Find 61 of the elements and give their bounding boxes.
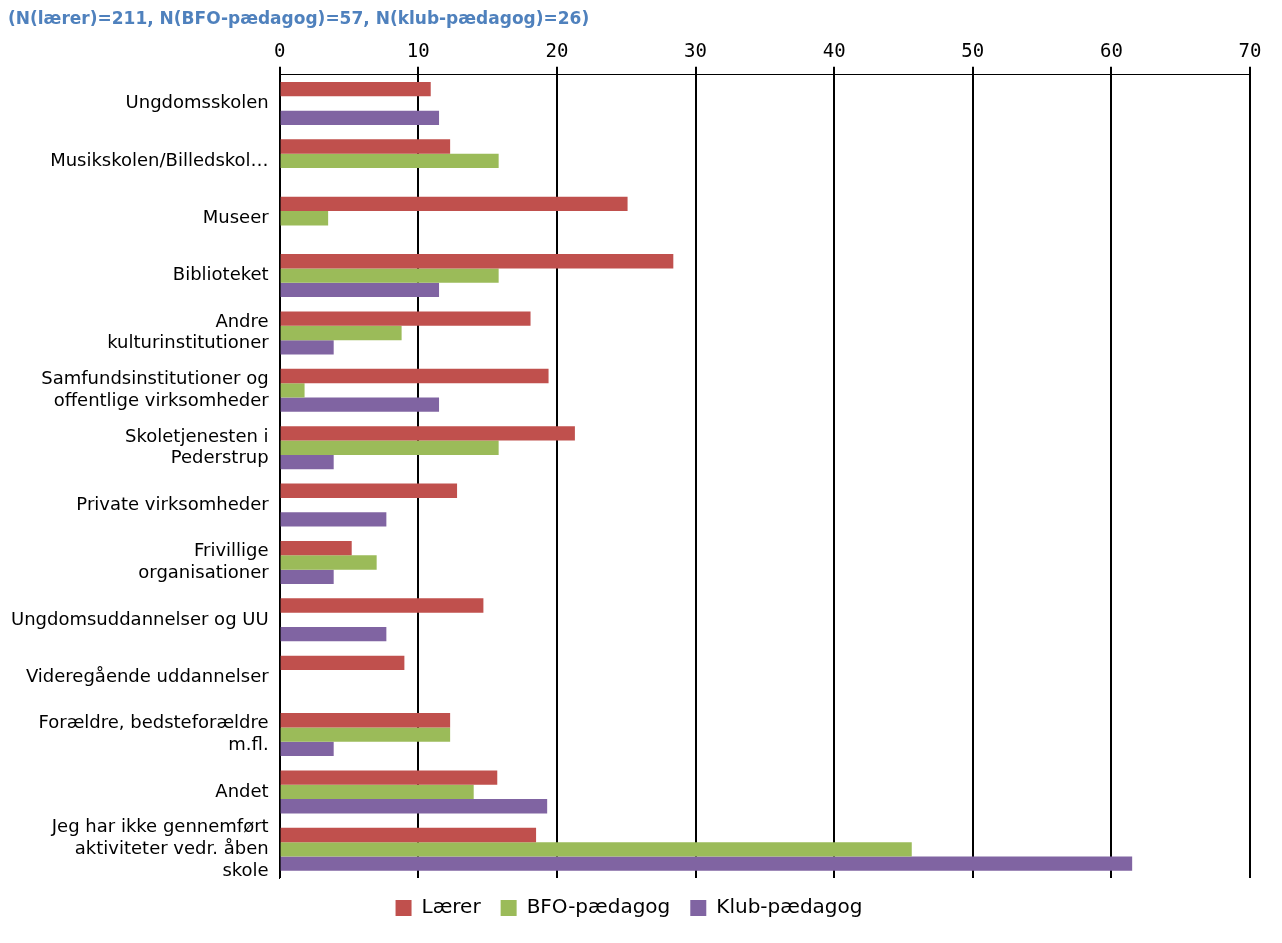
legend-label: BFO-pædagog (526, 894, 671, 919)
bar (280, 196, 628, 212)
bar (280, 383, 305, 398)
bar (280, 555, 377, 570)
bar (280, 741, 334, 757)
x-tick-label: 0 (273, 39, 286, 62)
y-tick-label: Ungdomsuddannelser og UU (11, 607, 269, 629)
bar (280, 282, 440, 298)
bar (280, 512, 387, 527)
bar (280, 254, 674, 269)
bar (280, 770, 498, 785)
bar (280, 540, 352, 556)
legend-label: Lærer (421, 894, 482, 919)
bar (280, 426, 575, 441)
y-tick-label: Musikskolen/Billedskol… (50, 148, 269, 170)
bar (280, 268, 499, 283)
x-tick-label: 20 (545, 39, 569, 62)
bar (280, 856, 1133, 871)
y-tick-label: Samfundsinstitutioner og offentlige virksomheder (41, 367, 270, 410)
bar (280, 598, 484, 613)
bar (280, 368, 549, 384)
bar (280, 153, 499, 169)
legend-label: Klub-pædagog (716, 894, 863, 919)
bar (280, 483, 458, 498)
bar (280, 81, 431, 97)
x-tick-label: 10 (406, 39, 430, 62)
x-tick-label: 70 (1238, 39, 1262, 62)
y-tick-label: Forældre, bedsteforældre m.fl. (38, 711, 269, 755)
bar (280, 799, 548, 814)
bar (280, 325, 402, 341)
bar (280, 842, 912, 857)
bar (280, 110, 440, 125)
y-tick-label: Andet (215, 779, 269, 801)
bar (280, 727, 451, 742)
bar (280, 655, 405, 671)
x-tick-label: 60 (1099, 39, 1123, 62)
chart-title: (N(lærer)=211, N(BFO-pædagog)=57, N(klub-pædagog)=26) (8, 8, 591, 28)
x-tick-label: 40 (822, 39, 846, 62)
y-tick-label: Private virksomheder (76, 492, 270, 514)
bar (280, 311, 531, 326)
bar (280, 784, 474, 800)
bar (280, 827, 537, 843)
y-tick-label: Museer (202, 205, 270, 227)
y-tick-label: Andre kulturinstitutioner (107, 309, 270, 353)
bar (280, 454, 334, 470)
y-tick-label: Biblioteket (172, 263, 269, 285)
y-tick-label: Jeg har ikke gennemført aktiviteter vedr. åben skole (50, 815, 269, 880)
bar (280, 569, 334, 584)
bar (280, 397, 440, 412)
y-tick-label: Videregående uddannelser (25, 664, 270, 686)
bar (280, 713, 451, 728)
y-tick-label: Ungdomsskolen (125, 91, 269, 113)
bar (280, 440, 499, 455)
x-tick-label: 50 (961, 39, 985, 62)
bar (280, 139, 451, 154)
bar (280, 627, 387, 642)
y-tick-label: Skoletjenesten i Pederstrup (125, 424, 269, 468)
bar (280, 340, 334, 355)
x-tick-label: 30 (684, 39, 707, 62)
y-tick-label: Frivillige organisationer (138, 539, 270, 582)
bar (280, 211, 329, 226)
